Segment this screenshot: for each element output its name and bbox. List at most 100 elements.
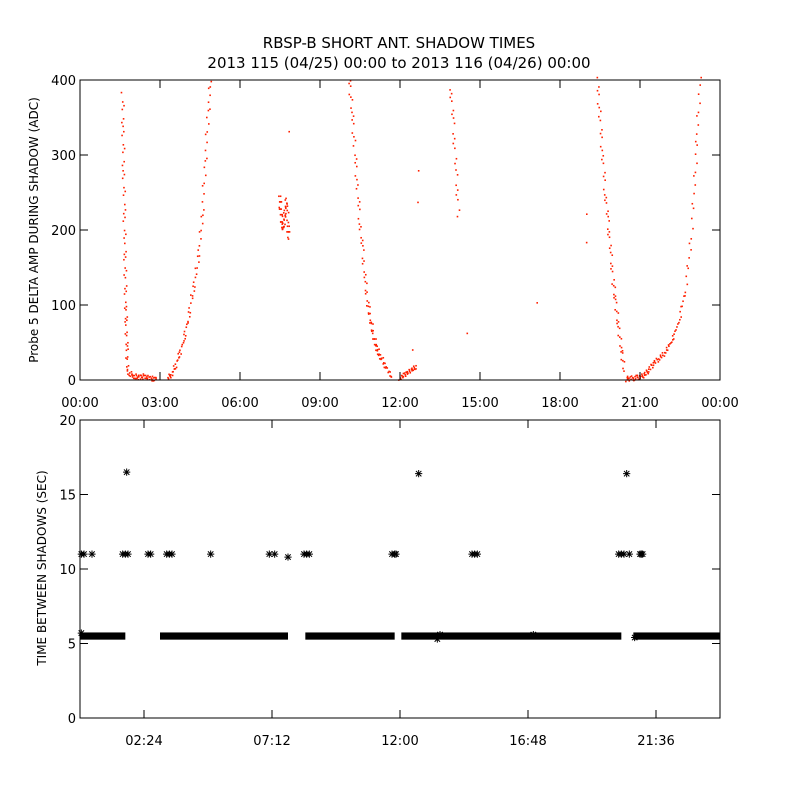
amp-point: [356, 178, 358, 181]
amp-point: [126, 345, 129, 347]
amp-point: [451, 100, 453, 102]
amp-point: [136, 377, 138, 380]
amp-point: [608, 231, 611, 233]
amp-point: [417, 170, 420, 172]
gap-point: [123, 468, 131, 476]
amp-point: [620, 337, 623, 340]
amp-point: [288, 130, 290, 133]
chart-title: RBSP-B SHORT ANT. SHADOW TIMES: [263, 34, 535, 52]
amp-point: [122, 194, 125, 196]
amp-point: [206, 157, 208, 160]
amp-point: [620, 346, 623, 349]
amp-point: [696, 162, 698, 165]
amp-point: [697, 93, 700, 95]
amp-point: [283, 218, 285, 221]
amp-point: [154, 376, 156, 379]
amp-point: [286, 225, 289, 228]
amp-point: [361, 257, 364, 260]
amp-point: [449, 89, 451, 91]
amp-point: [612, 284, 615, 287]
amp-point: [354, 154, 356, 157]
amp-point: [151, 379, 153, 382]
amp-point: [177, 352, 180, 355]
amp-point: [204, 149, 207, 152]
gap-point: [392, 550, 400, 558]
amp-point: [630, 378, 632, 381]
amp-point: [363, 249, 365, 251]
amp-point: [123, 253, 126, 256]
amp-point: [652, 364, 655, 367]
amp-point: [280, 201, 282, 203]
amp-point: [683, 295, 685, 297]
amp-point: [125, 285, 128, 287]
gap-point: [625, 550, 633, 558]
amp-point: [281, 226, 283, 229]
amp-point: [363, 276, 366, 279]
amp-point: [352, 115, 355, 117]
amp-point: [180, 345, 183, 348]
amp-point: [287, 236, 289, 239]
amp-point: [283, 219, 285, 221]
amp-point: [410, 368, 413, 370]
amp-point: [457, 198, 459, 201]
amp-point: [284, 216, 287, 218]
amp-point: [152, 377, 155, 379]
amp-point: [645, 374, 647, 376]
amp-point: [674, 330, 676, 333]
amp-point: [286, 209, 289, 212]
amp-point: [357, 197, 359, 199]
amp-point: [452, 117, 455, 119]
amp-point: [614, 309, 616, 311]
amp-point: [614, 286, 617, 289]
amp-point: [652, 366, 654, 369]
amp-point: [348, 93, 351, 96]
amp-point: [170, 374, 172, 376]
amp-point: [285, 207, 287, 210]
amp-point: [121, 177, 124, 180]
amp-point: [369, 306, 371, 308]
amp-point: [608, 247, 611, 250]
amp-point: [125, 334, 128, 337]
amp-point: [125, 305, 128, 308]
amp-point: [408, 370, 411, 373]
amp-point: [127, 348, 129, 350]
amp-point: [408, 368, 410, 371]
amp-point: [151, 375, 154, 378]
amp-point: [138, 375, 140, 378]
amp-point: [405, 371, 408, 373]
amp-point: [691, 202, 694, 205]
amp-point: [352, 145, 355, 147]
amp-point: [686, 265, 688, 267]
gap-point: [305, 550, 313, 558]
amp-point: [385, 366, 388, 369]
amp-point: [200, 238, 202, 240]
amp-point: [281, 215, 284, 218]
amp-point: [412, 365, 415, 368]
amp-point: [599, 145, 602, 148]
amp-point: [605, 202, 608, 204]
amp-point: [623, 360, 626, 363]
amp-point: [125, 324, 127, 326]
amp-point: [455, 157, 458, 160]
amp-point: [188, 307, 190, 309]
amp-point: [361, 239, 364, 242]
amp-point: [629, 376, 632, 378]
amp-point: [140, 376, 143, 379]
amp-point: [185, 326, 188, 329]
amp-point: [383, 366, 386, 369]
amp-point: [187, 320, 189, 323]
amp-point: [371, 332, 374, 335]
amp-point: [601, 129, 603, 131]
amp-point: [125, 343, 127, 346]
amp-point: [122, 151, 124, 154]
amp-point: [679, 310, 681, 313]
amp-point: [411, 349, 414, 351]
gap-point: [620, 550, 628, 558]
amp-point: [413, 366, 416, 369]
amp-point: [123, 130, 125, 133]
amp-point: [180, 353, 182, 355]
amp-point: [135, 377, 137, 380]
amp-point: [684, 291, 687, 294]
amp-point: [614, 295, 617, 297]
amp-point: [155, 378, 157, 380]
